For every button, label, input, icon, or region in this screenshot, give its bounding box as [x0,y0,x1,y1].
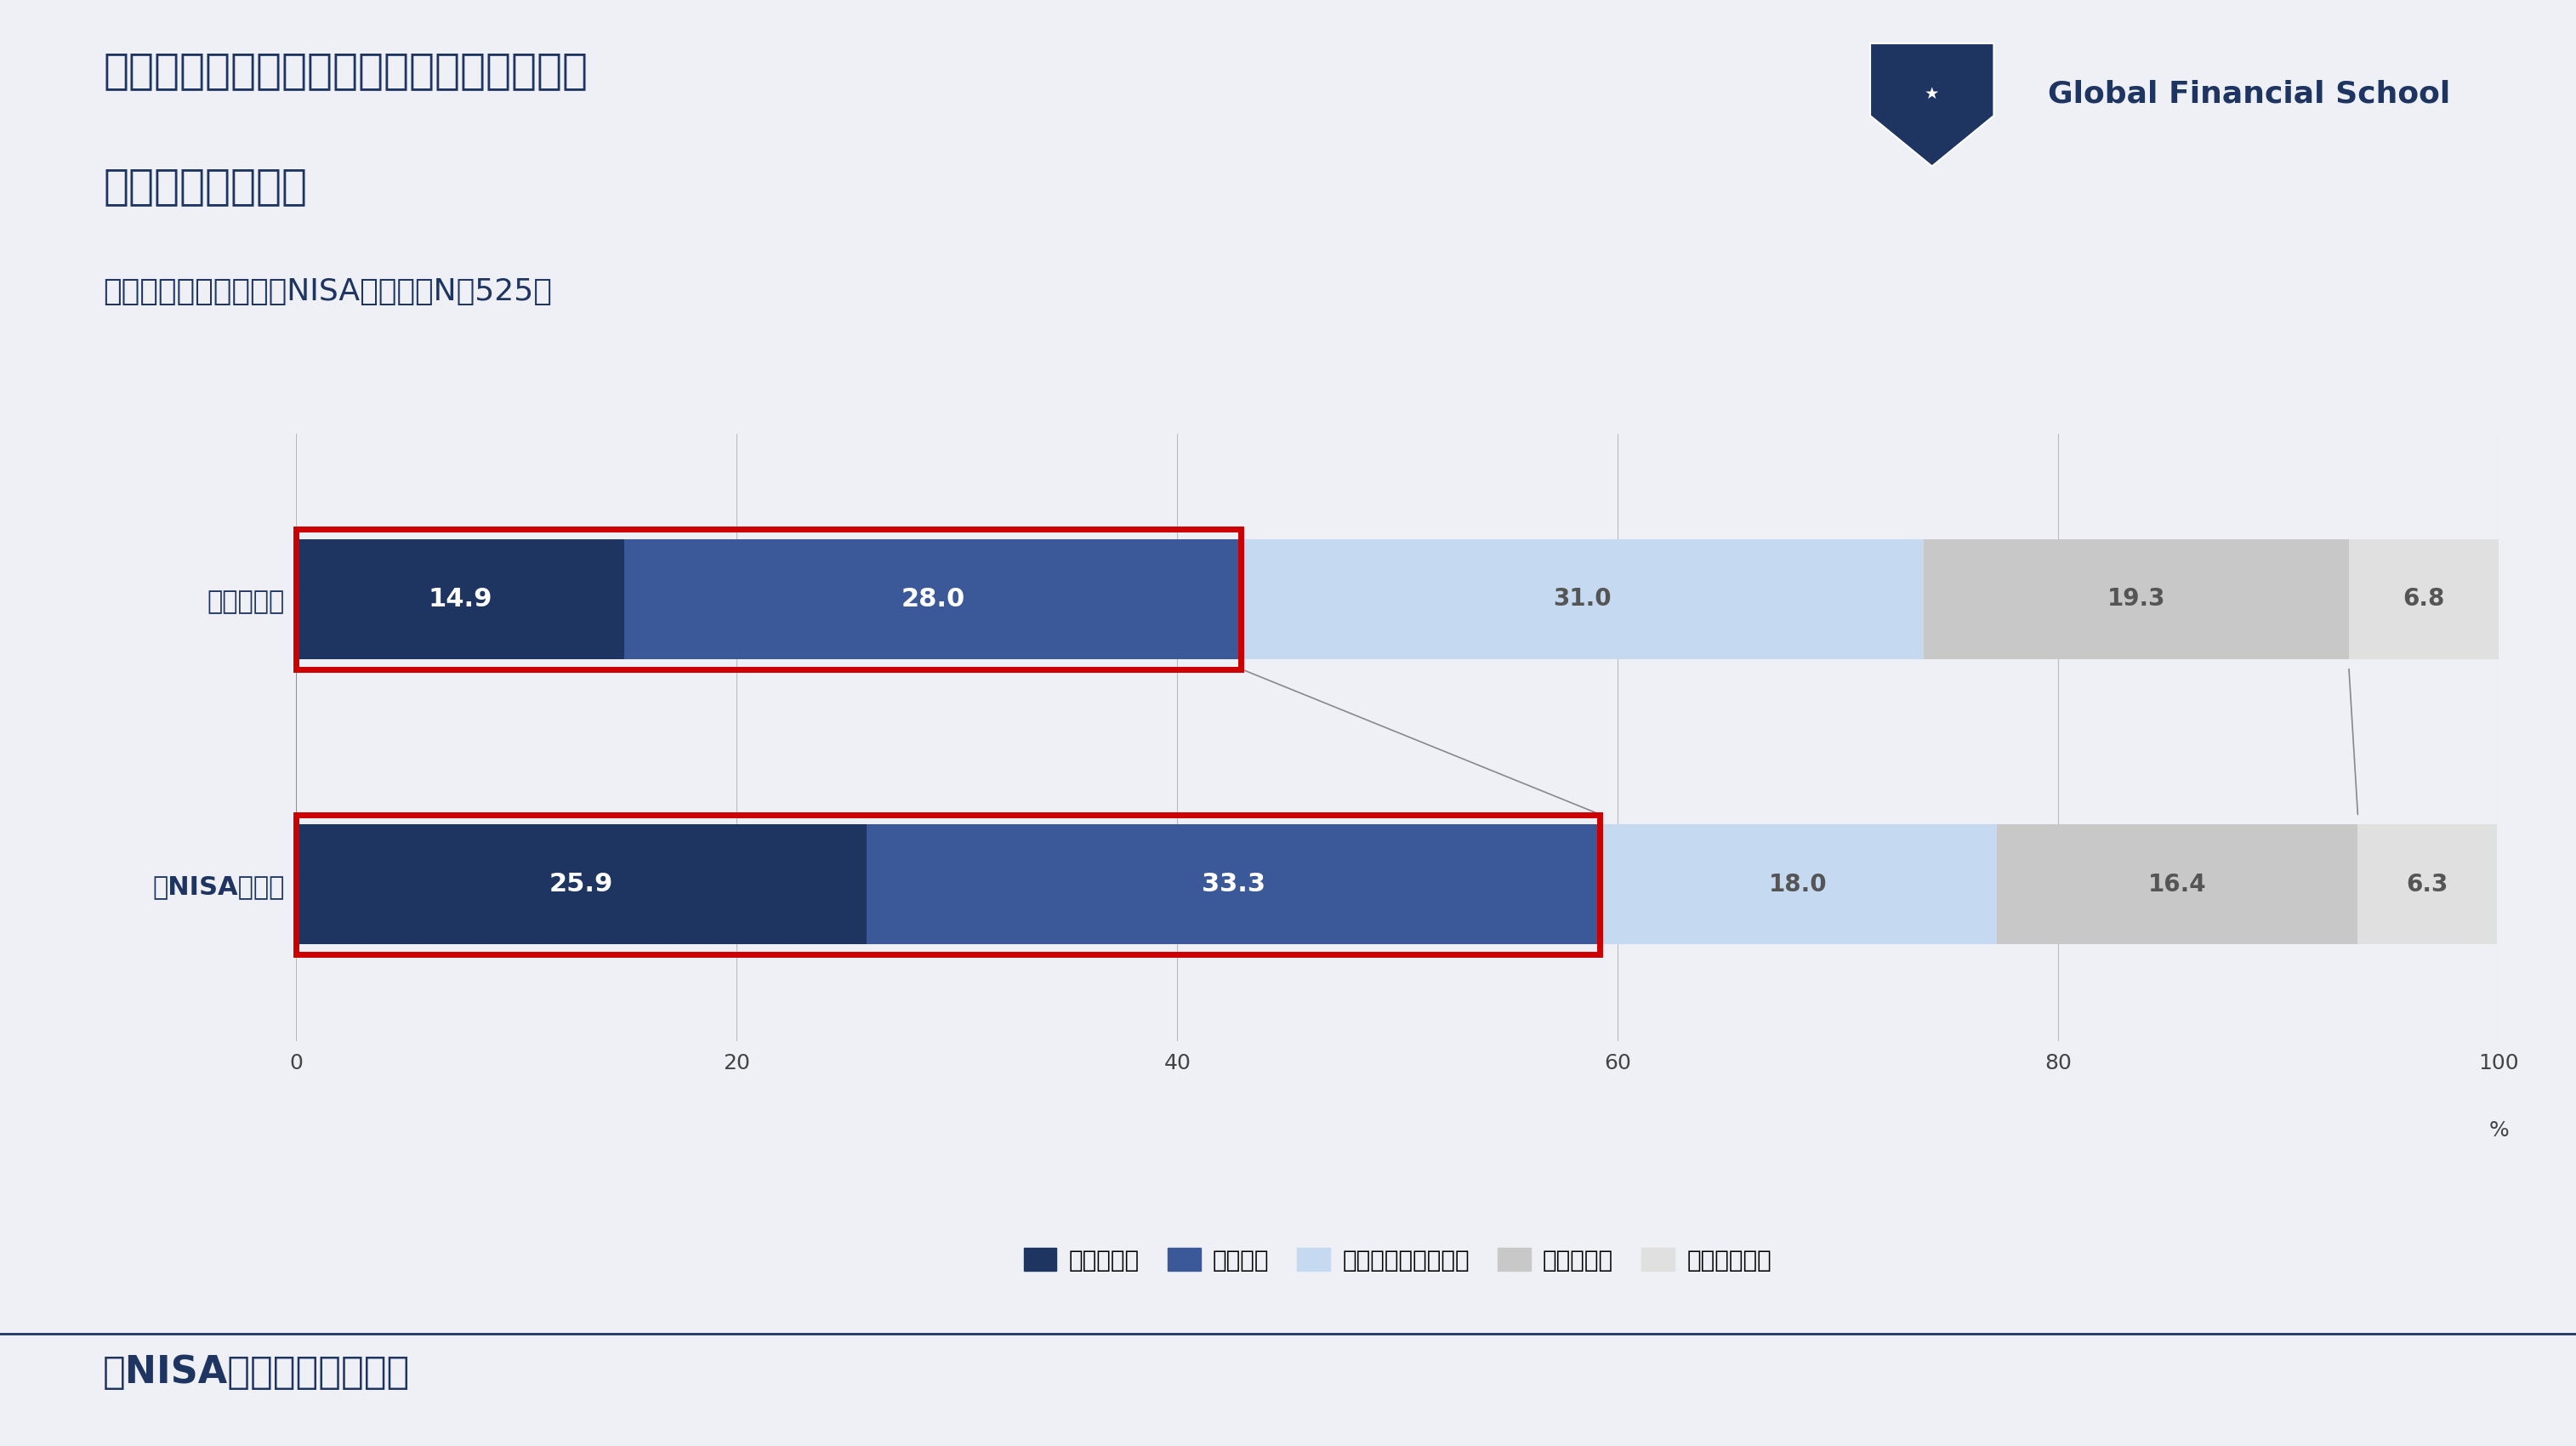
Bar [296,539,623,659]
Text: 33.3: 33.3 [1200,872,1265,897]
Text: ★: ★ [1924,85,1940,103]
Text: Global Financial School: Global Financial School [2048,80,2450,108]
Polygon shape [1870,43,1994,166]
Text: 新NISA利用者の意識調査: 新NISA利用者の意識調査 [103,1355,410,1391]
Bar [1600,824,1996,944]
Bar [296,814,1600,954]
Text: （お答えはひとつ／新NISA利用者：N＝525）: （お答えはひとつ／新NISA利用者：N＝525） [103,278,551,307]
Bar [1996,824,2357,944]
Text: 19.3: 19.3 [2107,587,2166,612]
Text: %: % [2488,1121,2509,1141]
Text: あなたのお気持ち: あなたのお気持ち [103,166,307,207]
Legend: とてもある, ややある, どちらともいえない, あまりない, まったくない: とてもある, ややある, どちらともいえない, あまりない, まったくない [1023,1248,1772,1272]
Text: 6.3: 6.3 [2406,872,2447,897]
Bar [2349,539,2499,659]
Text: 16.4: 16.4 [2148,872,2205,897]
Bar [296,824,866,944]
Bar [1242,539,1924,659]
Text: 28.0: 28.0 [902,587,966,612]
Text: 18.0: 18.0 [1770,872,1826,897]
Text: 14.9: 14.9 [428,587,492,612]
Bar [623,539,1242,659]
Text: 6.8: 6.8 [2403,587,2445,612]
Text: 25.9: 25.9 [549,872,613,897]
Text: 投資に関する金融知識への自信に対する、: 投資に関する金融知識への自信に対する、 [103,51,587,91]
Bar [2357,824,2496,944]
Bar [1924,539,2349,659]
Bar [866,824,1600,944]
Text: 31.0: 31.0 [1553,587,1613,612]
Bar [296,529,1242,669]
